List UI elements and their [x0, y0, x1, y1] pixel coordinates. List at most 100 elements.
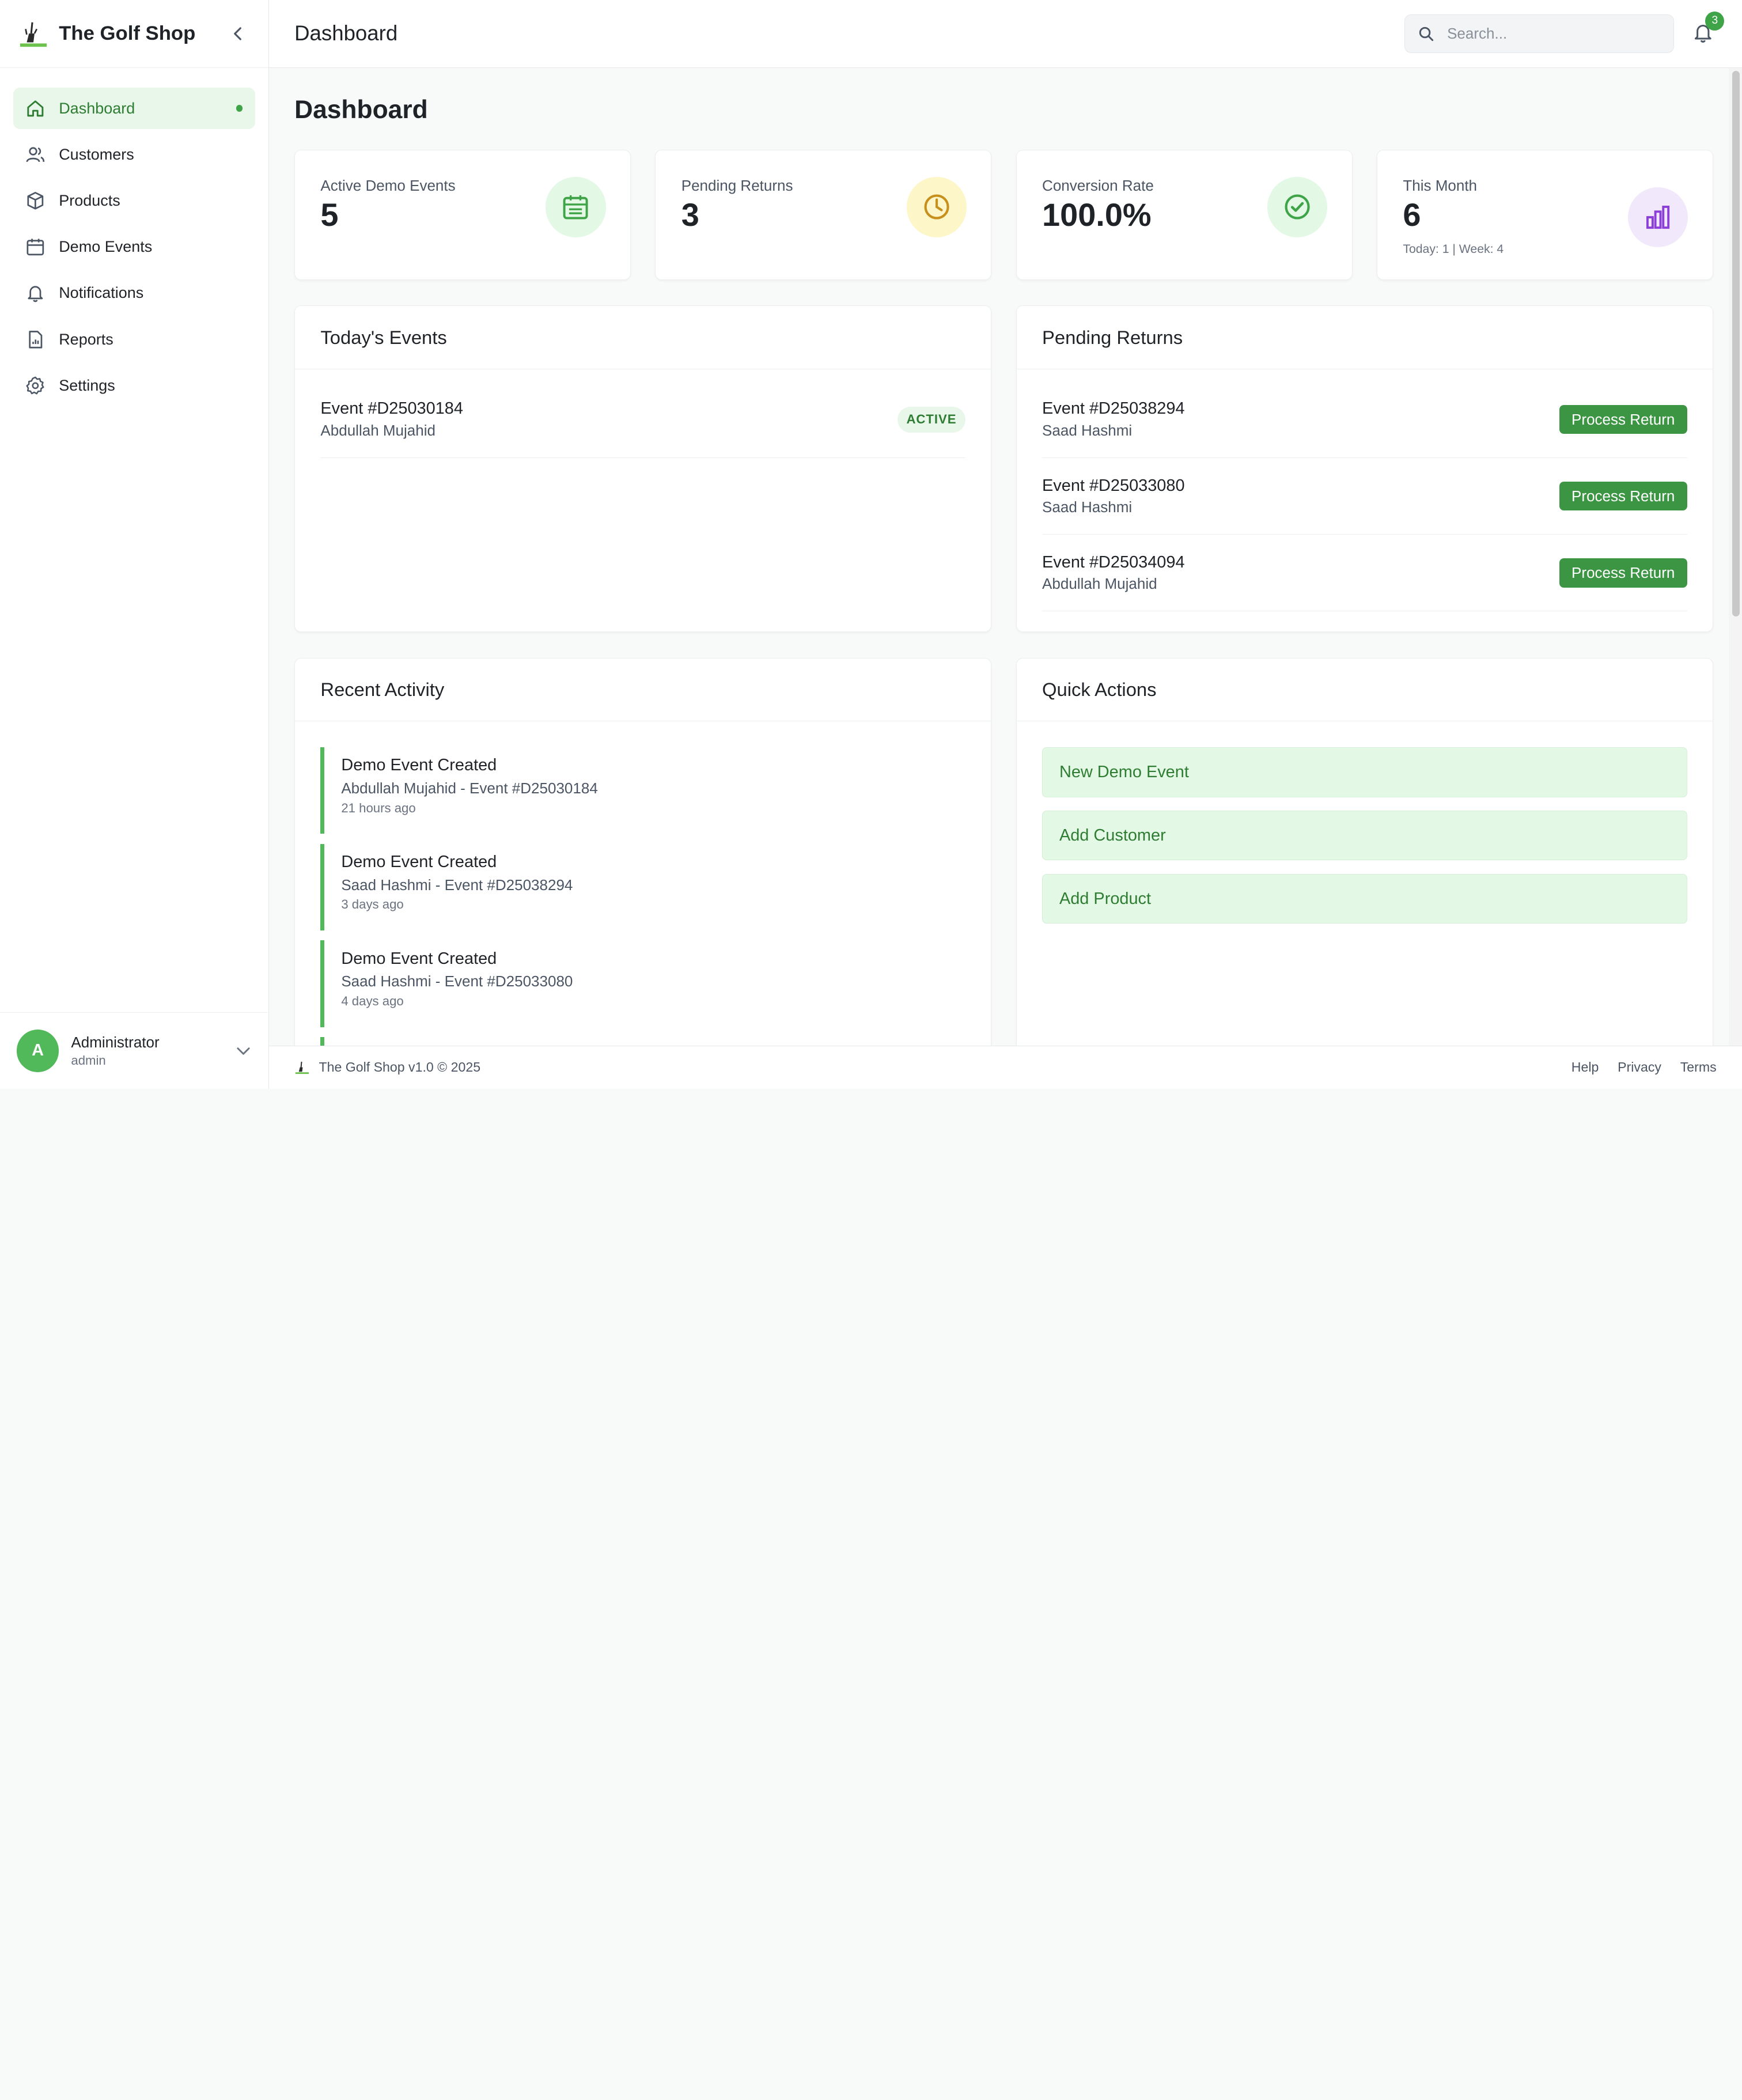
main-scrollbar[interactable] [1728, 67, 1742, 1046]
activity-time: 21 hours ago [341, 800, 416, 815]
activity-time: 4 days ago [341, 994, 404, 1009]
sidebar-item-label: Demo Events [59, 238, 153, 256]
stat-card-pending-returns: Pending Returns 3 [655, 150, 992, 280]
sidebar-nav: Dashboard Customers Products Demo Even [0, 68, 268, 406]
golf-logo-icon [295, 1062, 309, 1074]
sidebar-item-label: Customers [59, 145, 134, 163]
stat-value: 100.0% [1042, 196, 1152, 233]
list-item: Event #D25034094 Abdullah Mujahid Proces… [1042, 535, 1687, 612]
status-badge: ACTIVE [897, 406, 965, 433]
activity-detail: Saad Hashmi - Event #D25038294 [341, 876, 573, 894]
sidebar-item-dashboard[interactable]: Dashboard [13, 88, 255, 129]
sidebar-item-demo-events[interactable]: Demo Events [13, 226, 255, 267]
sidebar-item-products[interactable]: Products [13, 180, 255, 221]
panel-title: Pending Returns [1016, 306, 1713, 370]
avatar: A [16, 1030, 59, 1072]
process-return-button[interactable]: Process Return [1559, 482, 1687, 511]
stat-value: 3 [681, 196, 699, 233]
footer-link-help[interactable]: Help [1571, 1060, 1599, 1075]
panel-title: Recent Activity [295, 659, 991, 722]
process-return-button[interactable]: Process Return [1559, 558, 1687, 588]
active-indicator-dot [236, 105, 243, 112]
sidebar-item-customers[interactable]: Customers [13, 134, 255, 175]
event-id: Event #D25034094 [1042, 553, 1185, 572]
activity-detail: Saad Hashmi - Event #D25033080 [341, 973, 573, 990]
list-item: Event #D25033080 Saad Hashmi Process Ret… [1042, 458, 1687, 535]
footer-copyright: The Golf Shop v1.0 © 2025 [319, 1060, 481, 1075]
check-circle-icon [1267, 177, 1328, 237]
user-menu[interactable]: A Administrator admin [0, 1012, 268, 1089]
sidebar-item-label: Products [59, 191, 120, 209]
clock-icon [906, 177, 967, 237]
sidebar-item-settings[interactable]: Settings [13, 365, 255, 406]
quick-actions-panel: Quick Actions New Demo Event Add Custome… [1016, 657, 1713, 1046]
stat-card-active-demo-events: Active Demo Events 5 [294, 150, 631, 280]
activity-item: Demo Event Created Saad Hashmi - Event #… [320, 940, 965, 1027]
user-role: admin [71, 1053, 106, 1068]
search-input[interactable] [1447, 24, 1658, 43]
add-product-button[interactable]: Add Product [1042, 873, 1687, 924]
search-icon [1419, 27, 1434, 41]
top-header: Dashboard 3 [268, 0, 1742, 68]
sidebar: The Golf Shop Dashboard Customers [0, 0, 269, 1089]
brand-name: The Golf Shop [59, 22, 196, 44]
search-box[interactable] [1404, 14, 1675, 54]
event-customer: Saad Hashmi [1042, 498, 1133, 516]
calendar-icon [25, 237, 46, 257]
user-name: Administrator [71, 1033, 160, 1051]
event-customer: Abdullah Mujahid [320, 422, 436, 440]
stat-value: 5 [320, 196, 339, 233]
footer-link-terms[interactable]: Terms [1680, 1060, 1717, 1075]
add-customer-button[interactable]: Add Customer [1042, 810, 1687, 861]
scrollbar-thumb[interactable] [1732, 71, 1740, 617]
stat-subtext: Today: 1 | Week: 4 [1403, 242, 1504, 256]
activity-title: Demo Event Created [341, 949, 497, 968]
box-icon [25, 191, 46, 211]
panel-title: Today's Events [295, 306, 991, 370]
activity-item [320, 1037, 965, 1046]
stat-label: Conversion Rate [1042, 177, 1154, 195]
stats-row: Active Demo Events 5 Pending Returns 3 [294, 150, 1713, 280]
sidebar-item-label: Reports [59, 330, 113, 348]
notification-count-badge: 3 [1705, 11, 1725, 31]
page-title: Dashboard [294, 95, 428, 124]
activity-title: Demo Event Created [341, 756, 497, 775]
stat-card-this-month: This Month 6 Today: 1 | Week: 4 [1377, 150, 1713, 280]
sidebar-item-reports[interactable]: Reports [13, 319, 255, 360]
footer-link-privacy[interactable]: Privacy [1618, 1060, 1661, 1075]
process-return-button[interactable]: Process Return [1559, 405, 1687, 434]
stat-card-conversion-rate: Conversion Rate 100.0% [1016, 150, 1353, 280]
event-customer: Abdullah Mujahid [1042, 575, 1157, 593]
activity-row: Recent Activity Demo Event Created Abdul… [294, 657, 1713, 1046]
stat-label: This Month [1403, 177, 1478, 195]
list-item: Event #D25038294 Saad Hashmi Process Ret… [1042, 381, 1687, 459]
bell-icon [25, 283, 46, 303]
event-id: Event #D25030184 [320, 399, 463, 418]
chevron-left-icon [234, 27, 242, 40]
report-icon [25, 330, 46, 350]
users-icon [25, 145, 46, 165]
stat-value: 6 [1403, 196, 1421, 233]
notifications-button[interactable]: 3 [1692, 11, 1725, 46]
activity-item: Demo Event Created Abdullah Mujahid - Ev… [320, 747, 965, 834]
user-info: Administrator admin [71, 1034, 235, 1069]
header-title: Dashboard [294, 21, 398, 46]
app-root: The Golf Shop Dashboard Customers [0, 0, 1742, 1089]
collapse-sidebar-button[interactable] [226, 21, 250, 46]
new-demo-event-button[interactable]: New Demo Event [1042, 747, 1687, 797]
sidebar-item-notifications[interactable]: Notifications [13, 273, 255, 313]
sidebar-item-label: Dashboard [59, 99, 135, 117]
stat-label: Pending Returns [681, 177, 793, 195]
recent-activity-panel: Recent Activity Demo Event Created Abdul… [294, 657, 992, 1046]
events-row: Today's Events Event #D25030184 Abdullah… [294, 305, 1713, 633]
gear-icon [25, 376, 46, 396]
brand-header: The Golf Shop [0, 0, 268, 68]
main-content: Dashboard Active Demo Events 5 Pending R… [269, 68, 1729, 1046]
bar-chart-icon [1628, 187, 1688, 247]
todays-events-panel: Today's Events Event #D25030184 Abdullah… [294, 305, 992, 633]
activity-item: Demo Event Created Saad Hashmi - Event #… [320, 843, 965, 930]
chevron-down-icon[interactable] [236, 1043, 251, 1058]
panel-title: Quick Actions [1016, 659, 1713, 722]
list-item[interactable]: Event #D25030184 Abdullah Mujahid ACTIVE [320, 381, 965, 459]
stat-label: Active Demo Events [320, 177, 456, 195]
